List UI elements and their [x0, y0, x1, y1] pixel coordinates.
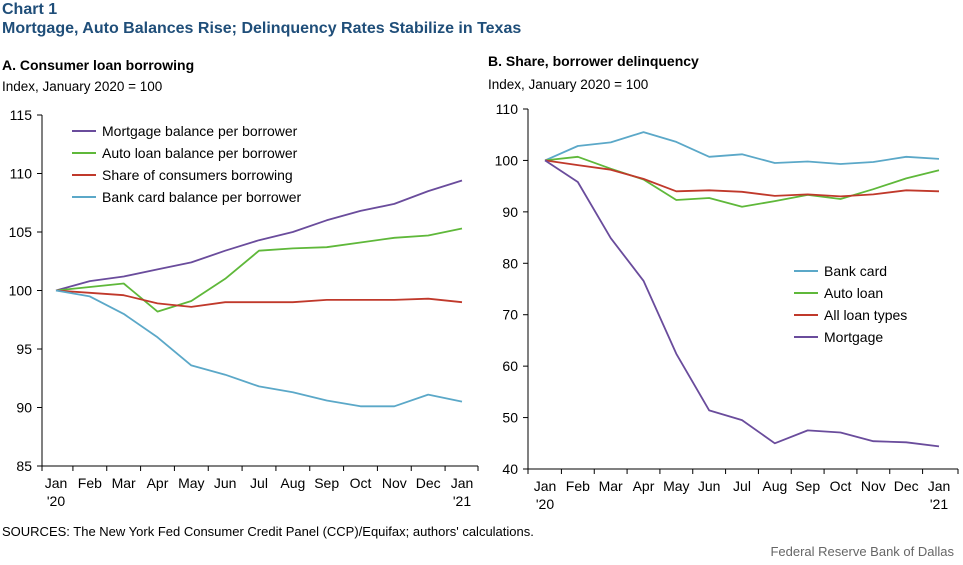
panel-a-y-tick-label: 110	[10, 166, 33, 182]
panel-a-legend-label: Auto loan balance per borrower	[102, 145, 298, 161]
panel-b-y-tick-label: 100	[495, 152, 519, 168]
panel-a-x-tick-label: Jan '21	[451, 475, 474, 509]
panel-b-legend-label: Mortgage	[824, 329, 883, 345]
panel-b-x-tick-label: Apr	[633, 478, 655, 494]
panel-b-y-tick-label: 80	[502, 255, 518, 271]
panel-b-title: B. Share, borrower delinquency	[488, 53, 699, 69]
panel-b-x-tick-label: Nov	[861, 478, 886, 494]
panel-a-x-tick-label: Feb	[78, 475, 102, 491]
panel-a-x-tick-label: Apr	[147, 475, 169, 491]
panel-b-legend-label: Auto loan	[824, 285, 883, 301]
panel-a-y-tick-label: 95	[16, 341, 32, 357]
panel-a-x-tick-label: Sep	[314, 475, 339, 491]
panel-b-legend-label: Bank card	[824, 263, 887, 279]
panel-b-y-tick-label: 90	[502, 204, 518, 220]
panel-b-x-tick-label: May	[663, 478, 689, 494]
panel-b-legend-label: All loan types	[824, 307, 907, 323]
panel-a-legend-label: Share of consumers borrowing	[102, 167, 293, 183]
chart-header: Chart 1 Mortgage, Auto Balances Rise; De…	[2, 0, 521, 38]
panel-a-x-tick-label: Jul	[250, 475, 268, 491]
panel-b-x-tick-label: Jan '21	[928, 478, 951, 512]
panel-a-x-tick-label: Nov	[382, 475, 407, 491]
panel-b-x-tick-label: Jan '20	[534, 478, 557, 512]
panel-a-series-line-3	[55, 289, 463, 308]
panel-a-y-tick-label: 90	[16, 400, 32, 416]
panel-a-x-tick-label: May	[178, 475, 204, 491]
credit-line: Federal Reserve Bank of Dallas	[770, 544, 954, 559]
panel-a-x-tick-label: Oct	[350, 475, 372, 491]
panel-a-y-tick-label: 100	[9, 283, 33, 299]
panel-b-x-tick-label: Jun	[698, 478, 721, 494]
panel-b-x-tick-label: Aug	[762, 478, 787, 494]
panel-a-y-tick-label: 115	[10, 107, 33, 123]
panel-a-plot: 85 90 95 100 105 110 115 Jan '20 Feb Mar Apr May Jun J…	[9, 107, 479, 509]
panel-a-x-tick-label: Mar	[112, 475, 136, 491]
panel-b-series-line-2	[544, 155, 940, 208]
panel-a-y-tick-label: 105	[9, 224, 33, 240]
panel-a-title: A. Consumer loan borrowing	[2, 57, 195, 73]
panel-b-y-tick-label: 110	[496, 101, 519, 117]
panel-b-x-tick-label: Feb	[566, 478, 590, 494]
panel-a-x-tick-label: Jun	[214, 475, 237, 491]
panel-b-y-tick-label: 70	[502, 307, 518, 323]
panel-a-legend-label: Bank card balance per borrower	[102, 189, 302, 205]
panel-b-x-tick-label: Mar	[599, 478, 623, 494]
panel-b-plot: 40 50 60 70 80 90 100 110 Jan '20 Feb Mar Apr May Jun J…	[495, 101, 959, 512]
panel-a-x-tick-label: Jan '20	[45, 475, 68, 509]
panel-b-x-tick-label: Jul	[733, 478, 751, 494]
panel-b-series-line-1	[544, 131, 940, 165]
panel-a-x-tick-label: Aug	[280, 475, 305, 491]
panel-b-unit-label: Index, January 2020 = 100	[488, 77, 649, 92]
source-note: SOURCES: The New York Fed Consumer Credi…	[2, 524, 534, 539]
panel-b-x-tick-label: Sep	[795, 478, 820, 494]
panel-a-unit-label: Index, January 2020 = 100	[2, 79, 163, 94]
panel-a-y-tick-label: 85	[16, 458, 32, 474]
panel-a-series-line-2	[55, 227, 463, 313]
chart-title: Mortgage, Auto Balances Rise; Delinquenc…	[2, 20, 522, 37]
panel-b-y-tick-label: 50	[502, 410, 518, 426]
panel-a-series-line-1	[55, 179, 463, 292]
panel-b-y-tick-label: 60	[502, 358, 518, 374]
panel-a-x-tick-label: Dec	[416, 475, 441, 491]
panel-b-x-tick-label: Dec	[894, 478, 919, 494]
panel-b-y-tick-label: 40	[502, 461, 518, 477]
panel-b-series-line-3	[544, 159, 940, 198]
panel-b-series-line-4	[544, 159, 940, 448]
panel-b-x-tick-label: Oct	[830, 478, 852, 494]
chart-number: Chart 1	[2, 1, 58, 18]
panel-a-series-line-4	[55, 289, 463, 408]
panel-a-legend-label: Mortgage balance per borrower	[102, 123, 298, 139]
